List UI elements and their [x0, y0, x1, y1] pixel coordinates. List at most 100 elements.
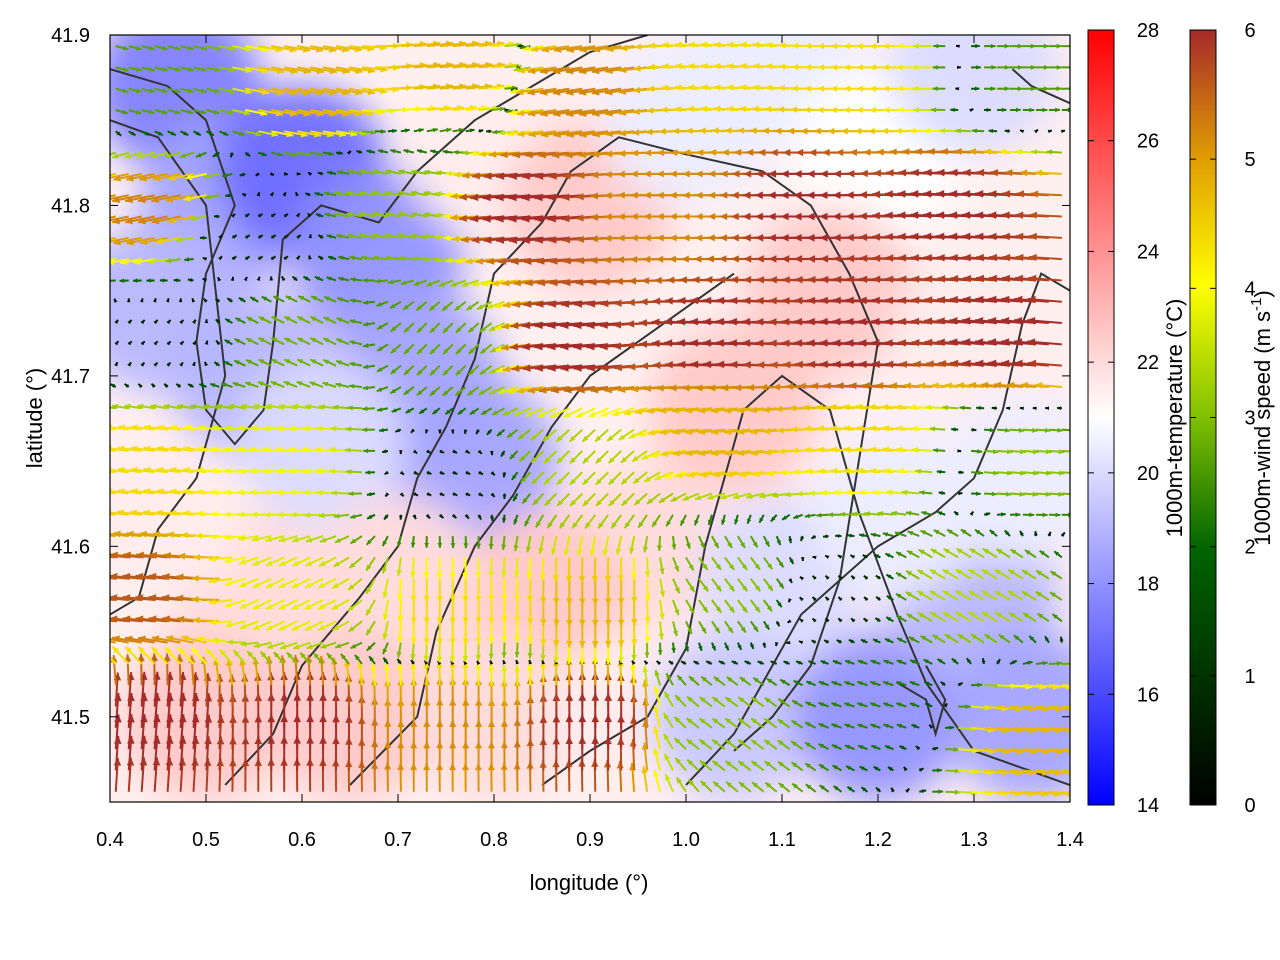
wind-vector	[488, 642, 494, 660]
wind-vector	[783, 660, 791, 665]
wind-vector	[770, 660, 778, 665]
wind-vector	[903, 766, 908, 772]
colorbar-tick-label: 6	[1244, 20, 1255, 42]
wind-vector	[844, 680, 855, 687]
wind-vector	[737, 738, 752, 750]
wind-vector	[631, 660, 636, 665]
wind-vector	[1061, 748, 1070, 752]
wind-vector	[718, 660, 726, 665]
wind-vector	[752, 676, 765, 687]
wind-vector	[540, 661, 547, 686]
wind-vector	[965, 657, 972, 665]
wind-vector	[165, 635, 194, 644]
wind-vector	[654, 669, 662, 686]
temperature-colorbar: 14 16 18 20 22 24 26 28 1000m-temperature (°C)	[1087, 20, 1187, 817]
wind-vector	[823, 639, 830, 644]
wind-vector	[449, 600, 456, 625]
colorbar-tick-label: 0	[1244, 795, 1255, 817]
wind-vector	[831, 723, 842, 729]
y-tick-label: 41.8	[51, 195, 90, 217]
wind-vector	[410, 600, 417, 624]
wind-vector	[1035, 660, 1048, 666]
wind-vector	[1059, 636, 1064, 643]
wind-vector	[751, 781, 765, 793]
wind-vector	[209, 619, 233, 626]
wind-vector	[846, 785, 856, 793]
x-tick-label: 1.3	[960, 829, 988, 851]
wind-vector	[777, 698, 791, 708]
wind-vector	[818, 743, 830, 751]
wind-vector	[686, 738, 700, 750]
wind-vector	[366, 641, 376, 652]
wind-vector	[286, 651, 298, 665]
wind-vector	[265, 599, 285, 611]
wind-vector	[488, 621, 495, 644]
wind-vector	[724, 717, 739, 729]
wind-vector	[856, 680, 868, 687]
contour-line	[541, 374, 1070, 786]
wind-vector	[673, 716, 687, 729]
wind-vector	[968, 611, 985, 623]
wind-vector	[857, 659, 868, 665]
wind-vector	[932, 789, 944, 794]
wind-vector	[750, 760, 765, 772]
wind-vector	[476, 660, 481, 666]
wind-vector	[304, 620, 324, 632]
wind-vector	[489, 660, 494, 665]
x-tick-label: 0.5	[192, 829, 220, 851]
wind-vector	[856, 702, 868, 708]
wind-vector	[777, 760, 791, 772]
wind-vector	[872, 638, 881, 644]
wind-vector	[1044, 635, 1050, 644]
wind-colorbar-label-end: )	[1250, 290, 1275, 297]
wind-vector	[163, 653, 171, 686]
wind-vector	[870, 744, 881, 751]
colorbar-tick-label: 16	[1137, 684, 1159, 706]
wind-vector	[693, 660, 700, 665]
wind-vector	[994, 611, 1011, 623]
wind-vector	[915, 745, 921, 751]
wind-vector	[711, 696, 726, 708]
wind-vector	[664, 773, 674, 793]
wind-vector	[750, 738, 765, 750]
wind-vector	[818, 722, 829, 729]
wind-vector	[790, 761, 804, 772]
wind-vector	[723, 642, 730, 651]
wind-vector	[750, 696, 765, 708]
wind-vector	[291, 620, 311, 632]
wind-vector	[225, 620, 246, 628]
wind-vector	[663, 733, 674, 750]
wind-vector	[762, 642, 767, 648]
wind-vector	[684, 642, 690, 652]
wind-vector	[1061, 790, 1070, 794]
temperature-cell	[265, 631, 435, 802]
wind-vector	[831, 743, 842, 751]
wind-vector	[1022, 660, 1033, 665]
wind-vector	[423, 661, 430, 686]
wind-vector	[832, 764, 843, 772]
wind-vector	[266, 641, 285, 649]
wind-vector	[724, 620, 734, 634]
wind-vector	[252, 599, 272, 610]
wind-vector	[423, 621, 430, 645]
wind-vector	[436, 621, 443, 646]
wind-vector	[265, 620, 285, 632]
wind-vector	[957, 633, 972, 644]
wind-vector	[320, 641, 337, 649]
wind-vector	[205, 647, 221, 665]
wind-vector	[475, 642, 482, 661]
wind-vector	[1008, 611, 1024, 623]
wind-vector	[899, 745, 907, 751]
wind-vector	[848, 638, 855, 644]
wind-vector	[644, 642, 650, 658]
x-tick-label: 0.7	[384, 829, 412, 851]
wind-vector	[688, 675, 700, 686]
wind-vector	[698, 642, 703, 652]
wind-vector	[862, 617, 869, 623]
wind-vector	[674, 757, 687, 772]
wind-vector	[945, 768, 961, 774]
wind-vector	[663, 753, 674, 771]
wind-vector	[150, 653, 158, 686]
wind-vector	[984, 633, 998, 644]
wind-vector	[239, 620, 259, 630]
